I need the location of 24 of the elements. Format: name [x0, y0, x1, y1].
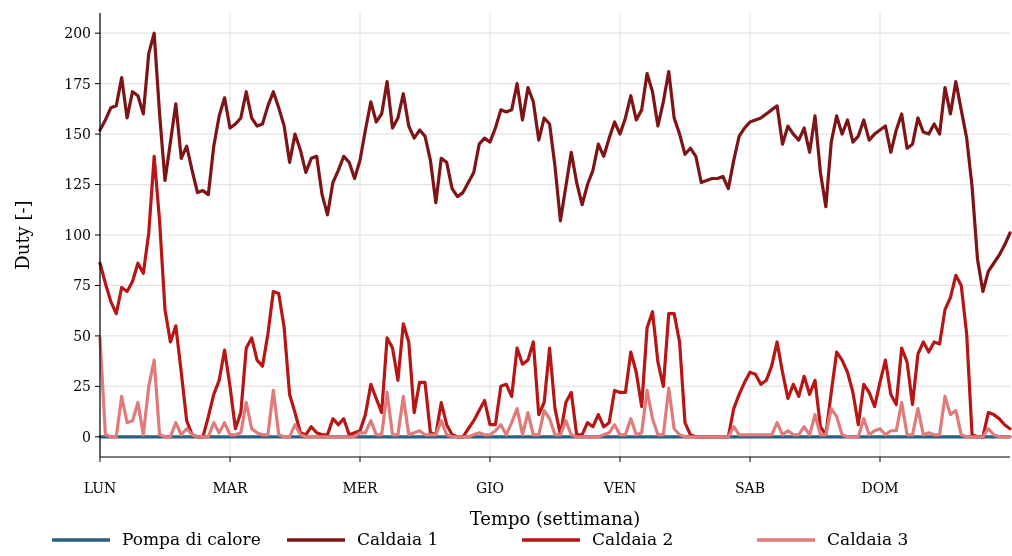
y-tick-label: 150 [64, 125, 91, 142]
y-tick-label: 100 [64, 226, 91, 243]
legend-label: Pompa di calore [122, 529, 261, 549]
legend-label: Caldaia 1 [357, 529, 439, 549]
y-tick-label: 25 [73, 378, 91, 395]
legend-label: Caldaia 3 [827, 529, 909, 549]
line-series [98, 31, 1012, 294]
y-tick-label: 175 [64, 75, 91, 92]
legend-label: Caldaia 2 [592, 529, 674, 549]
line-series [98, 336, 1012, 439]
x-tick-label: LUN [83, 480, 117, 496]
x-tick-label: SAB [735, 480, 765, 496]
y-tick-label: 125 [64, 176, 91, 193]
y-tick-label: 200 [64, 25, 91, 42]
x-tick-label: MER [342, 480, 378, 496]
y-axis-title: Duty [-] [12, 200, 33, 270]
x-tick-label: MAR [212, 480, 248, 496]
y-tick-label: 50 [73, 327, 91, 344]
x-tick-label: DOM [861, 480, 899, 496]
y-tick-label: 75 [73, 277, 91, 294]
x-tick-label: GIO [475, 480, 505, 496]
x-axis-title: Tempo (settimana) [469, 508, 641, 529]
y-tick-label: 0 [82, 428, 91, 445]
x-tick-label: VEN [602, 480, 637, 496]
